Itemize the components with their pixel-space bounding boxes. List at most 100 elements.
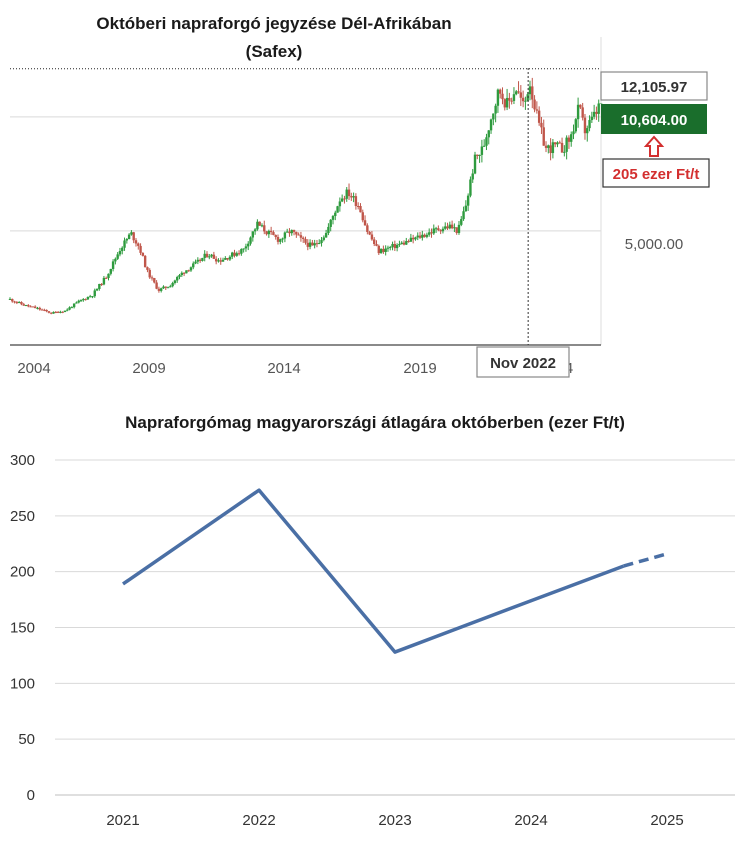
candle-body <box>494 105 497 114</box>
candle-body <box>56 311 60 313</box>
candle-body <box>537 110 541 123</box>
candle-body <box>505 97 509 108</box>
candle-body <box>450 224 454 229</box>
candle-body <box>547 145 550 148</box>
candle-body <box>285 231 289 233</box>
candle-body <box>256 221 259 230</box>
candle-body <box>63 310 67 313</box>
candle-body <box>214 258 218 262</box>
candle-body <box>221 259 225 262</box>
candle-body <box>235 253 238 256</box>
candle-body <box>269 230 273 233</box>
candle-body <box>508 97 511 101</box>
candle-body <box>517 91 520 93</box>
candle-body <box>432 228 435 234</box>
candle-body <box>109 268 112 274</box>
candle-body <box>503 99 506 108</box>
max-value-label: 12,105.97 <box>600 71 708 101</box>
candle-body <box>586 128 589 134</box>
candle-body <box>308 242 312 247</box>
candle-body <box>528 86 532 95</box>
candle-body <box>322 237 326 240</box>
candle-body <box>98 283 101 289</box>
candle-body <box>150 277 154 279</box>
candle-body <box>535 109 539 111</box>
candle-body <box>114 258 117 262</box>
safex-chart-title: Októberi napraforgó jegyzése Dél-Afrikáb… <box>96 14 451 33</box>
hungary-y-tick: 300 <box>10 452 35 469</box>
candle-body <box>249 237 252 244</box>
candle-body <box>363 220 367 226</box>
candle-body <box>38 307 41 310</box>
candle-body <box>272 232 275 235</box>
candle-body <box>563 151 566 153</box>
hungary-x-tick: 2022 <box>242 812 275 829</box>
candle-body <box>105 277 108 279</box>
candle-body <box>267 230 271 235</box>
candle-body <box>123 240 126 248</box>
hungary-x-ticks: 2021 2022 2023 2024 2025 <box>106 812 683 829</box>
candle-body <box>31 306 35 308</box>
candle-body <box>171 282 174 287</box>
candle-body <box>439 230 442 232</box>
candle-body <box>196 259 200 262</box>
hungary-y-ticks: 0 50 100 150 200 250 300 <box>10 452 35 804</box>
candle-body <box>263 225 266 232</box>
candle-body <box>276 237 280 242</box>
candle-body <box>519 92 523 98</box>
candle-body <box>570 134 573 142</box>
candle-body <box>437 228 440 231</box>
candle-body <box>327 226 330 234</box>
hungary-line-forecast <box>623 552 668 568</box>
candle-body <box>352 196 355 198</box>
candle-body <box>311 242 314 246</box>
current-value-box <box>601 104 707 134</box>
candle-body <box>531 86 534 100</box>
candle-body <box>33 306 37 309</box>
candle-body <box>203 253 206 258</box>
candle-body <box>347 189 351 197</box>
candle-body <box>224 258 227 260</box>
candle-body <box>274 234 277 238</box>
candle-body <box>565 137 568 152</box>
candle-body <box>471 173 474 180</box>
candle-body <box>70 307 74 309</box>
candle-body <box>386 247 390 249</box>
candle-body <box>91 296 94 298</box>
candle-body <box>29 306 32 308</box>
candle-body <box>205 253 209 257</box>
candle-body <box>146 267 149 270</box>
candle-body <box>544 145 548 148</box>
candle-body <box>82 299 85 301</box>
candle-body <box>560 142 564 153</box>
candle-body <box>393 243 397 249</box>
candle-body <box>361 212 364 221</box>
candle-body <box>549 145 552 154</box>
candle-body <box>302 237 305 239</box>
candle-body <box>542 127 545 146</box>
candle-body <box>515 91 518 95</box>
candle-body <box>169 286 172 288</box>
annotation-label: 205 ezer Ft/t <box>602 158 710 188</box>
candle-body <box>354 196 358 206</box>
candle-body <box>192 263 195 268</box>
candle-body <box>159 288 163 291</box>
crosshair-date-label: Nov 2022 <box>476 346 570 378</box>
candle-body <box>132 232 135 241</box>
candle-body <box>111 261 115 269</box>
candle-body <box>27 304 30 307</box>
hungary-x-tick: 2025 <box>650 812 683 829</box>
candle-body <box>382 248 385 252</box>
candle-body <box>384 248 387 252</box>
candle-body <box>164 286 167 288</box>
candle-body <box>86 296 90 300</box>
candle-body <box>510 100 513 102</box>
candle-body <box>253 229 257 232</box>
candle-body <box>405 241 408 245</box>
annotation-box <box>602 158 710 188</box>
candle-body <box>356 205 360 207</box>
candle-body <box>590 116 594 121</box>
candle-body <box>340 198 344 202</box>
candle-body <box>306 242 309 247</box>
candle-body <box>359 206 362 213</box>
